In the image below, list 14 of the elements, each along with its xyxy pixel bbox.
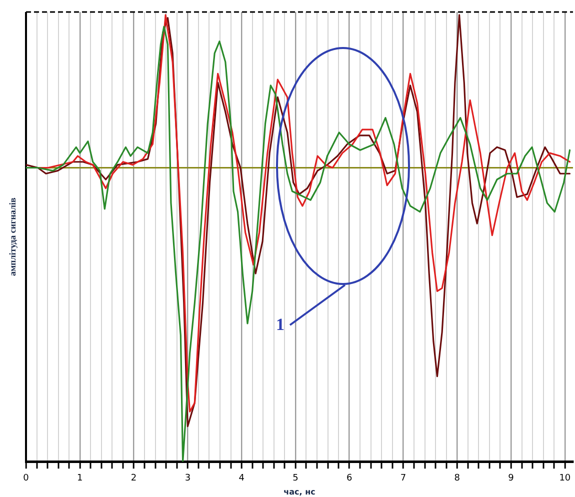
x-axis-title: час, нс [284,487,316,496]
x-tick-label: 6 [346,473,352,484]
x-tick-label: 5 [292,473,298,484]
x-tick-label: 2 [130,473,137,484]
x-tick-label: 9 [508,473,514,484]
x-tick-label: 1 [77,473,83,484]
x-tick-label: 0 [23,473,30,484]
y-axis-title: амплітуда сигналів [7,197,18,276]
x-tick-label: 8 [454,473,460,484]
annotation: 1 [276,315,284,334]
x-tick-label: 7 [400,473,406,484]
x-tick-label: 3 [184,473,191,484]
x-tick-label: 4 [238,473,245,484]
x-tick-label: 10 [559,473,571,484]
